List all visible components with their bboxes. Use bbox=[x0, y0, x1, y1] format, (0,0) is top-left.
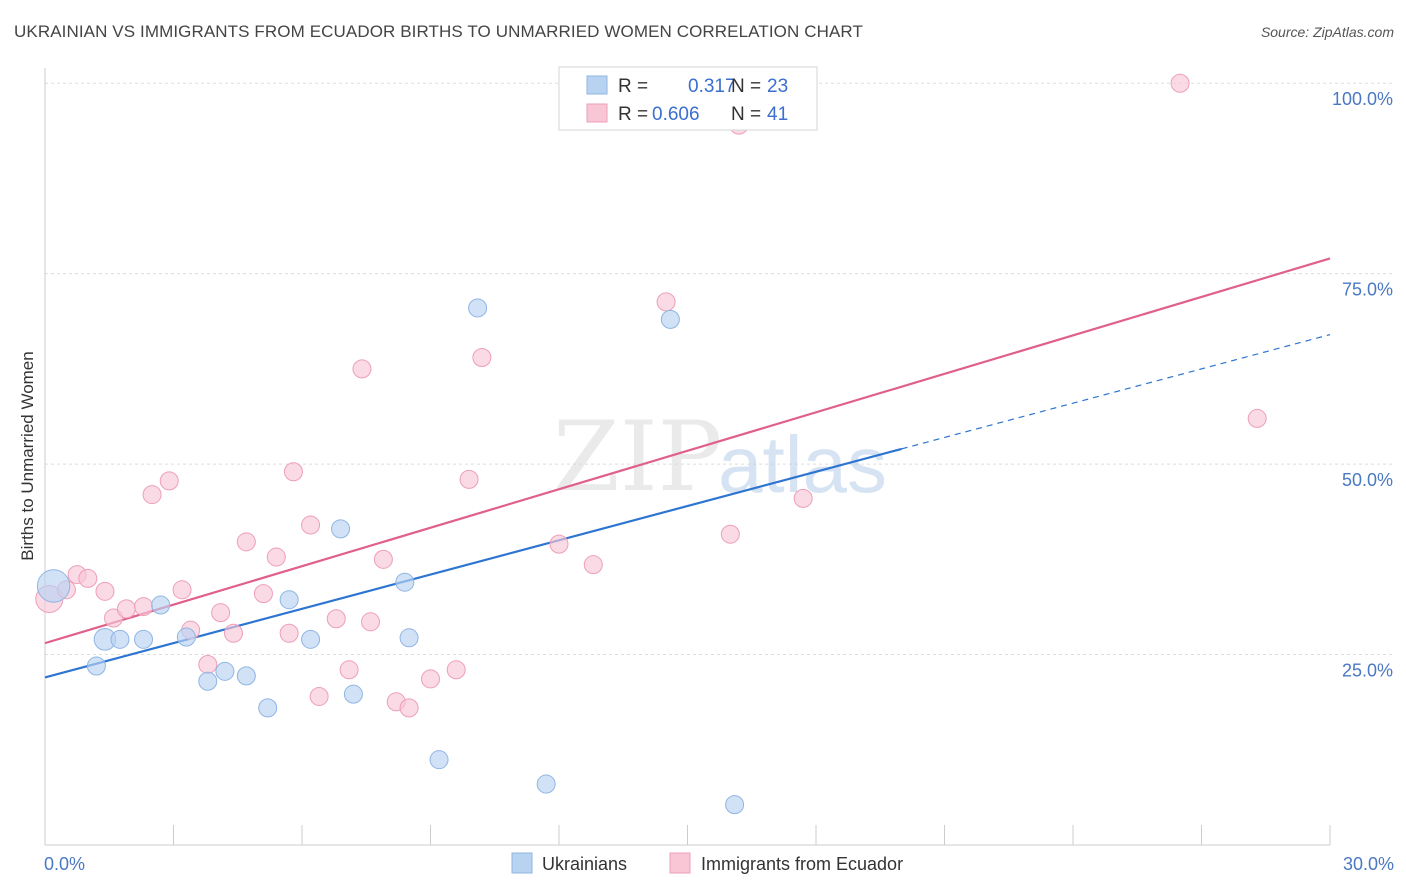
point-ukrainians bbox=[134, 629, 154, 649]
point-ecuador bbox=[472, 347, 492, 367]
point-ecuador bbox=[116, 599, 136, 619]
point-ecuador bbox=[446, 660, 466, 680]
legend-n-value-2: 41 bbox=[767, 104, 788, 125]
chart-title: UKRAINIAN VS IMMIGRANTS FROM ECUADOR BIR… bbox=[14, 22, 863, 41]
point-ecuador bbox=[159, 471, 179, 491]
point-ukrainians bbox=[343, 684, 363, 704]
point-ukrainians bbox=[395, 572, 415, 592]
series-legend-swatch-ukrainians bbox=[511, 852, 533, 874]
series-legend-label-ukrainians: Ukrainians bbox=[542, 854, 627, 874]
point-ukrainians bbox=[198, 671, 218, 691]
point-ecuador bbox=[459, 469, 479, 489]
point-ecuador bbox=[373, 549, 393, 569]
point-ecuador bbox=[309, 686, 329, 706]
point-ukrainians bbox=[725, 795, 745, 815]
series-legend: Ukrainians Immigrants from Ecuador bbox=[511, 852, 903, 874]
y-axis-label: Births to Unmarried Women bbox=[18, 351, 37, 560]
point-ecuador bbox=[361, 612, 381, 632]
point-ecuador bbox=[283, 462, 303, 482]
point-ecuador bbox=[142, 485, 162, 505]
point-ecuador bbox=[549, 534, 569, 554]
point-ecuador bbox=[399, 698, 419, 718]
point-ecuador bbox=[211, 603, 231, 623]
y-tick-labels: 25.0% 50.0% 75.0% 100.0% bbox=[1332, 89, 1393, 680]
point-ukrainians bbox=[236, 666, 256, 686]
point-ecuador bbox=[236, 532, 256, 552]
legend-r-label-2: R = bbox=[618, 104, 648, 125]
legend-r-value-1: 0.317 bbox=[688, 76, 736, 97]
gridlines bbox=[45, 82, 1392, 656]
x-axis-ticks bbox=[173, 825, 1331, 845]
y-tick-label: 75.0% bbox=[1342, 280, 1393, 300]
point-ecuador bbox=[104, 608, 124, 628]
point-ukrainians bbox=[301, 629, 321, 649]
y-tick-label: 100.0% bbox=[1332, 89, 1393, 109]
point-ukrainians bbox=[215, 661, 235, 681]
legend-r-label-1: R = bbox=[618, 76, 648, 97]
y-tick-label: 50.0% bbox=[1342, 470, 1393, 490]
x-tick-label-max: 30.0% bbox=[1343, 854, 1394, 874]
point-ukrainians bbox=[36, 569, 71, 603]
point-ukrainians bbox=[660, 309, 680, 329]
point-ukrainians bbox=[429, 750, 449, 770]
point-ukrainians bbox=[86, 656, 106, 676]
legend-swatch-blue bbox=[586, 75, 608, 95]
point-ukrainians bbox=[536, 774, 556, 794]
point-ecuador bbox=[253, 584, 273, 604]
point-ukrainians bbox=[176, 627, 196, 647]
point-ecuador bbox=[301, 515, 321, 535]
point-ukrainians bbox=[258, 698, 278, 718]
point-ecuador bbox=[198, 654, 218, 674]
point-ecuador bbox=[793, 488, 813, 508]
point-ecuador bbox=[1247, 408, 1267, 428]
watermark-zip: ZIP bbox=[553, 401, 722, 513]
point-ukrainians bbox=[151, 595, 171, 615]
legend-n-value-1: 23 bbox=[767, 76, 788, 97]
point-ecuador bbox=[172, 580, 192, 600]
point-ecuador bbox=[583, 555, 603, 575]
point-ecuador bbox=[326, 609, 346, 629]
point-ecuador bbox=[352, 359, 372, 379]
x-tick-label-min: 0.0% bbox=[44, 854, 85, 874]
point-ukrainians bbox=[279, 590, 299, 610]
legend-r-value-2: 0.606 bbox=[652, 104, 700, 125]
point-ukrainians bbox=[468, 298, 488, 318]
point-ecuador bbox=[339, 660, 359, 680]
legend-n-label-2: N = bbox=[731, 104, 761, 125]
point-ecuador bbox=[223, 623, 243, 643]
legend-swatch-pink bbox=[586, 103, 608, 123]
point-ukrainians bbox=[399, 628, 419, 648]
legend-n-label-1: N = bbox=[731, 76, 761, 97]
point-ecuador bbox=[421, 669, 440, 689]
point-ecuador bbox=[266, 547, 286, 567]
point-ukrainians bbox=[110, 629, 130, 649]
point-ecuador bbox=[78, 568, 98, 588]
trend-line-ukrainians-extension bbox=[901, 334, 1331, 450]
y-tick-label: 25.0% bbox=[1342, 661, 1393, 681]
point-ecuador bbox=[95, 581, 115, 601]
point-ecuador bbox=[134, 597, 154, 617]
point-ecuador bbox=[720, 524, 740, 544]
stats-legend: R = 0.317 N = 23 R = 0.606 N = 41 bbox=[558, 66, 818, 131]
point-ecuador bbox=[1170, 73, 1190, 93]
point-ecuador bbox=[656, 292, 676, 312]
source-credit: Source: ZipAtlas.com bbox=[1260, 24, 1394, 40]
series-legend-swatch-ecuador bbox=[669, 852, 691, 874]
point-ukrainians bbox=[331, 519, 351, 539]
trend-line-ecuador bbox=[44, 257, 1331, 645]
point-ecuador bbox=[279, 623, 299, 643]
series-legend-label-ecuador: Immigrants from Ecuador bbox=[701, 854, 903, 874]
